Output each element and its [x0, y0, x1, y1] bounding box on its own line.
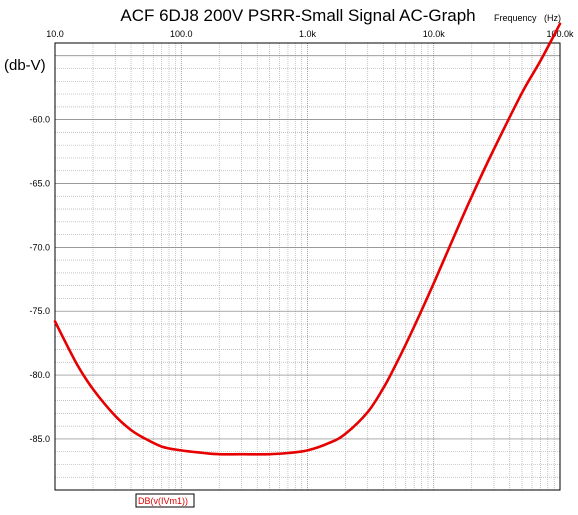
x-tick-label: 100.0k [546, 29, 574, 39]
grid-lines [54, 42, 560, 491]
series-layer [53, 22, 562, 456]
y-tick-label: -85.0 [29, 434, 50, 444]
x-tick-label: 10.0 [46, 29, 64, 39]
y-tick-labels: -60.0 -65.0 -70.0 -75.0 -80.0 -85.0 [29, 115, 50, 444]
legend-box [135, 493, 195, 508]
y-tick-label: -70.0 [29, 242, 50, 252]
y-axis-label: (db-V) [4, 57, 46, 74]
y-tick-label: -65.0 [29, 178, 50, 188]
legend-series-label: DB(v(IVm1)) [138, 496, 188, 506]
y-tick-label: -60.0 [29, 115, 50, 125]
series-line-0 [53, 22, 562, 456]
plot-frame [54, 42, 561, 491]
y-tick-label: -75.0 [29, 306, 50, 316]
x-tick-label: 10.0k [423, 29, 446, 39]
x-tick-label: 100.0 [170, 29, 193, 39]
y-tick-label: -80.0 [29, 370, 50, 380]
x-tick-label: 1.0k [299, 29, 317, 39]
x-axis-label: Frequency (Hz) [494, 13, 561, 23]
chart-title: ACF 6DJ8 200V PSRR-Small Signal AC-Graph [120, 6, 475, 25]
x-tick-labels: 10.0 100.0 1.0k 10.0k 100.0k [46, 29, 574, 39]
legend: DB(v(IVm1)) [135, 493, 195, 508]
